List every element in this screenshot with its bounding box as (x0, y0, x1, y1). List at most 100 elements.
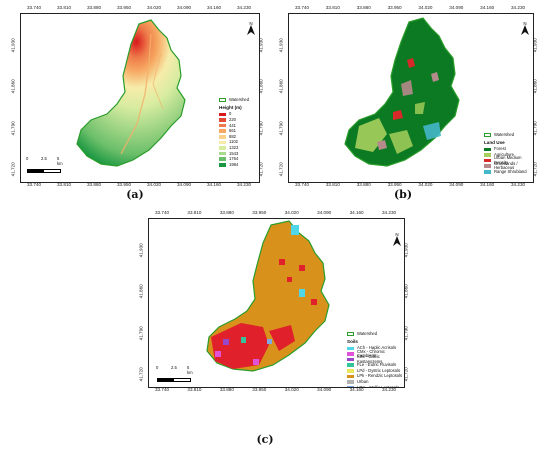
legend-swatch (219, 118, 226, 122)
legend-swatch (219, 140, 226, 145)
north-arrow-icon: N (521, 21, 529, 35)
legend-item: KSk - Calcic Kastanozems (347, 355, 404, 363)
legend-item-label: 1543 (229, 150, 239, 156)
legend-watershed-label: Watershed (494, 131, 515, 137)
caption-b: (b) (393, 188, 413, 201)
legend-swatch (347, 374, 354, 379)
x-tick-label: 33.880 (219, 210, 234, 215)
x-tick-label: 34.160 (349, 210, 364, 215)
legend-item-label: 1102 (229, 139, 239, 145)
y-tick-label: 41.720 (403, 367, 409, 382)
x-tick-label: 34.090 (317, 387, 332, 392)
y-tick-label: 41.790 (258, 120, 264, 135)
x-tick-label: 33.950 (387, 5, 402, 10)
legend-item-label: FLe - Eutric Fluvisols (357, 362, 397, 368)
legend-swatch (347, 363, 354, 368)
x-tick-label: 34.020 (418, 182, 433, 187)
legend-a: Watershed Height (m) 0 220 441 661 882 1102 13… (219, 97, 259, 168)
legend-item: 1102 (219, 140, 259, 146)
legend-item: Urban Medium Density (484, 155, 533, 165)
scale-bar-a: 0 2.5 5 km (26, 156, 63, 174)
legend-swatch (484, 170, 491, 174)
x-tick-label: 34.160 (349, 387, 364, 392)
legend-item: LPm - Mollic Leptosols (347, 385, 404, 387)
x-tick-label: 33.880 (356, 182, 371, 187)
y-tick-label: 41.790 (138, 325, 144, 340)
x-tick-label: 33.880 (87, 5, 102, 10)
legend-item: 1984 (219, 162, 259, 168)
y-tick-label: 41.720 (10, 162, 16, 177)
legend-item-label: 220 (229, 116, 236, 122)
legend-swatch (347, 369, 354, 373)
x-tick-label: 34.090 (177, 5, 192, 10)
x-tick-label: 33.740 (27, 182, 42, 187)
x-tick-label: 34.020 (147, 5, 162, 10)
legend-swatch (219, 163, 226, 167)
y-tick-label: 41.790 (10, 120, 16, 135)
legend-item: 1323 (219, 145, 259, 151)
x-tick-label: 33.950 (117, 5, 132, 10)
panel-b: Watershed Land Use Forest Agriculture Urba… (275, 0, 550, 205)
svg-text:N: N (249, 21, 252, 26)
legend-swatch (219, 123, 226, 128)
y-tick-label: 41.860 (532, 79, 538, 94)
x-tick-label: 33.950 (117, 182, 132, 187)
x-tick-label: 34.020 (284, 387, 299, 392)
x-tick-label: 33.740 (295, 5, 310, 10)
y-tick-label: 41.790 (403, 325, 409, 340)
x-tick-label: 34.090 (317, 210, 332, 215)
x-tick-label: 33.740 (155, 387, 170, 392)
legend-item: Range Shrubland (484, 169, 533, 175)
y-tick-label: 41.790 (532, 120, 538, 135)
legend-item-label: LPd - Dystric Leptosols (357, 367, 401, 373)
x-tick-label: 33.810 (57, 5, 72, 10)
x-tick-label: 33.740 (155, 210, 170, 215)
legend-swatch (484, 153, 491, 157)
x-tick-label: 33.810 (187, 210, 202, 215)
legend-item: Urban (347, 379, 404, 385)
svg-text:N: N (523, 21, 526, 26)
legend-items-b: Forest Agriculture Urban Medium Density Gra… (484, 147, 533, 175)
legend-item-label: 441 (229, 122, 236, 128)
y-tick-label: 41.860 (258, 79, 264, 94)
y-tick-label: 41.860 (403, 284, 409, 299)
x-tick-label: 33.880 (87, 182, 102, 187)
north-arrow-icon: N (247, 21, 255, 35)
legend-swatch (219, 129, 226, 134)
legend-swatch (219, 157, 226, 162)
y-tick-label: 41.790 (278, 120, 284, 135)
legend-item-label: 882 (229, 133, 236, 139)
legend-swatch (219, 112, 226, 117)
legend-item: 1764 (219, 156, 259, 162)
soils-map (206, 220, 330, 372)
x-tick-label: 33.810 (187, 387, 202, 392)
x-tick-label: 34.020 (147, 182, 162, 187)
legend-watershed-label: Watershed (229, 96, 250, 102)
x-tick-label: 34.230 (382, 387, 397, 392)
watershed-boundary (76, 19, 186, 167)
y-tick-label: 41.930 (258, 38, 264, 53)
y-tick-label: 41.930 (10, 38, 16, 53)
legend-item: ACh - Haplic Acrisols (347, 346, 404, 352)
y-tick-label: 41.860 (138, 284, 144, 299)
x-tick-label: 33.810 (325, 182, 340, 187)
legend-swatch (347, 357, 354, 362)
y-tick-label: 41.930 (278, 38, 284, 53)
x-tick-label: 33.740 (27, 5, 42, 10)
legend-item-label: 1323 (229, 144, 239, 150)
legend-item-label: 1764 (229, 156, 239, 162)
legend-item: 441 (219, 123, 259, 129)
x-tick-label: 34.020 (418, 5, 433, 10)
panel-c: Watershed Soils ACh - Haplic Acrisols CMx… (130, 205, 420, 454)
legend-item-label: Forest (494, 146, 506, 152)
legend-items-c: ACh - Haplic Acrisols CMx - Chromic Cambi… (347, 346, 404, 387)
north-arrow-icon: N (393, 232, 401, 246)
x-tick-label: 34.160 (480, 5, 495, 10)
y-tick-label: 41.720 (532, 162, 538, 177)
legend-item: Grasslands / Herbaceus (484, 161, 533, 170)
legend-item-label: CMx - Chromic Cambisols (357, 348, 385, 359)
legend-item: 661 (219, 128, 259, 134)
legend-item-label: Urban Medium Density (494, 155, 522, 165)
x-tick-label: 34.090 (177, 182, 192, 187)
legend-item-label: 0 (229, 111, 232, 117)
